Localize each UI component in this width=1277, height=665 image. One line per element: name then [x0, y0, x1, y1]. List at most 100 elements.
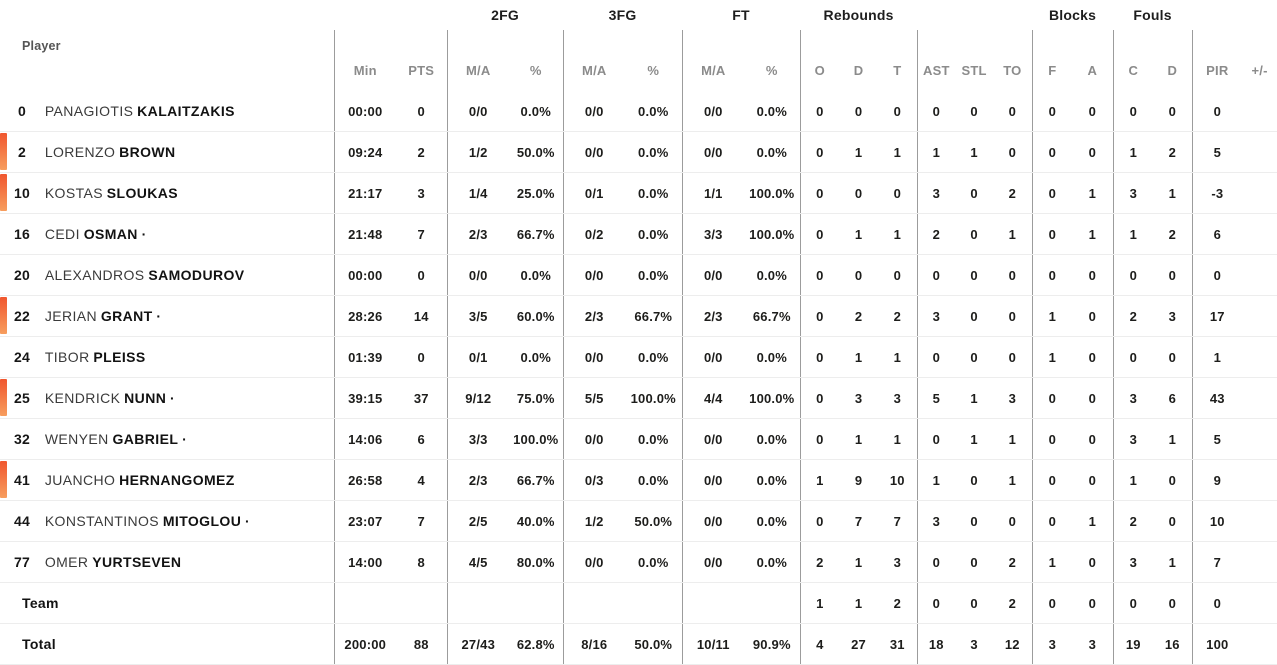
stat-cell-reb-o: 0 [799, 500, 840, 542]
column-header-min: Min [333, 30, 396, 91]
stat-cell-pir: 0 [1191, 582, 1243, 624]
stat-cell-foul-c: 2 [1112, 295, 1154, 337]
stat-cell-min: 14:00 [333, 541, 396, 583]
stat-cell-reb-o: 0 [799, 91, 840, 132]
stat-cell-blk-a: 3 [1072, 623, 1114, 665]
stat-cell-foul-d: 0 [1153, 582, 1193, 624]
stat-cell-2fg-pct [509, 582, 564, 624]
stat-cell-3fg-pct: 0.0% [625, 172, 683, 214]
column-header-pts: PTS [408, 63, 435, 78]
player-cell[interactable]: 10 KOSTAS SLOUKAS [0, 172, 334, 214]
column-header-3fg-ma: M/A [562, 30, 626, 91]
stat-cell-min: 26:58 [333, 459, 396, 501]
stat-cell-foul-d: 3 [1153, 295, 1193, 337]
table-row: 32 WENYEN GABRIEL · 14:06 6 3/3 100.0% 0… [0, 418, 1277, 460]
stat-cell-2fg-ma [446, 582, 509, 624]
stat-cell-3fg-pct: 0.0% [625, 91, 683, 132]
stat-cell-reb-t: 1 [878, 418, 918, 460]
player-first-name: JUANCHO [44, 472, 116, 488]
on-court-indicator-bar [0, 379, 7, 416]
stat-cell-plus-minus [1242, 91, 1277, 132]
stat-cell-2fg-pct: 0.0% [509, 254, 564, 296]
stat-cell-foul-c: 0 [1112, 336, 1154, 378]
stat-cell-2fg-pct: 0.0% [509, 336, 564, 378]
player-cell[interactable]: 77 OMER YURTSEVEN [0, 541, 334, 583]
stat-cell-to: 1 [993, 418, 1033, 460]
stat-cell-to: 2 [993, 172, 1033, 214]
player-last-name: OSMAN [83, 226, 138, 242]
stat-cell-ft-ma: 1/1 [681, 172, 745, 214]
stat-cell-2fg-ma: 2/3 [446, 213, 509, 255]
player-cell[interactable]: 2 LORENZO BROWN [0, 131, 334, 173]
stat-cell-2fg-pct: 66.7% [509, 213, 564, 255]
player-cell[interactable]: 32 WENYEN GABRIEL · [0, 418, 334, 460]
stat-cell-3fg-pct: 0.0% [625, 254, 683, 296]
column-header-player: Player [22, 39, 61, 53]
player-cell[interactable]: 41 JUANCHO HERNANGOMEZ [0, 459, 334, 501]
stat-cell-2fg-pct: 40.0% [509, 500, 564, 542]
stat-cell-reb-d: 0 [839, 91, 879, 132]
stat-cell-blk-a: 0 [1072, 91, 1114, 132]
player-cell[interactable]: 20 ALEXANDROS SAMODUROV [0, 254, 334, 296]
stat-cell-foul-d: 0 [1153, 459, 1193, 501]
stat-cell-blk-f: 1 [1031, 295, 1073, 337]
player-cell[interactable]: 22 JERIAN GRANT · [0, 295, 334, 337]
stat-cell-blk-f: 0 [1031, 377, 1073, 419]
stat-cell-pir: 5 [1191, 418, 1243, 460]
stat-cell-ft-ma: 0/0 [681, 418, 745, 460]
player-cell[interactable]: 16 CEDI OSMAN · [0, 213, 334, 255]
group-header-ft: FT [732, 7, 750, 23]
stat-cell-reb-d: 9 [839, 459, 879, 501]
stat-cell-ast: 3 [916, 172, 956, 214]
stat-cell-reb-d: 1 [839, 541, 879, 583]
starter-dot: · [245, 513, 250, 529]
stat-cell-ast: 0 [916, 254, 956, 296]
stat-cell-reb-o: 1 [799, 582, 840, 624]
stat-cell-blk-a: 0 [1072, 131, 1114, 173]
stat-cell-3fg-ma [562, 582, 626, 624]
stat-cell-foul-d: 0 [1153, 336, 1193, 378]
column-header-2fg-ma: M/A [446, 30, 509, 91]
stat-cell-pir: 6 [1191, 213, 1243, 255]
player-cell[interactable]: 44 KONSTANTINOS MITOGLOU · [0, 500, 334, 542]
stat-cell-pts: 0 [396, 254, 447, 296]
stat-cell-3fg-pct: 0.0% [625, 418, 683, 460]
stat-cell-foul-c: 3 [1112, 172, 1154, 214]
table-row: 20 ALEXANDROS SAMODUROV 00:00 0 0/0 0.0%… [0, 254, 1277, 296]
stat-cell-min: 21:48 [333, 213, 396, 255]
column-header-reb-o: O [799, 30, 840, 91]
stat-cell-reb-d: 7 [839, 500, 879, 542]
stat-cell-ft-pct: 100.0% [744, 213, 801, 255]
stat-cell-ft-pct: 66.7% [744, 295, 801, 337]
stat-cell-reb-o: 0 [799, 336, 840, 378]
stat-cell-foul-c: 2 [1112, 500, 1154, 542]
player-last-name: KALAITZAKIS [137, 103, 235, 119]
player-cell[interactable]: 25 KENDRICK NUNN · [0, 377, 334, 419]
stat-cell-stl: 0 [955, 172, 994, 214]
stat-cell-ft-pct: 0.0% [744, 254, 801, 296]
stat-cell-foul-d: 0 [1153, 500, 1193, 542]
on-court-indicator-bar [0, 297, 7, 334]
stat-cell-blk-f: 3 [1031, 623, 1073, 665]
stat-cell-reb-t: 3 [878, 377, 918, 419]
stat-cell-blk-a: 0 [1072, 582, 1114, 624]
stat-cell-pir: 7 [1191, 541, 1243, 583]
stat-cell-min: 09:24 [333, 131, 396, 173]
table-row: 0 PANAGIOTIS KALAITZAKIS 00:00 0 0/0 0.0… [0, 91, 1277, 132]
stat-cell-3fg-pct: 0.0% [625, 459, 683, 501]
stat-cell-plus-minus [1242, 295, 1277, 337]
group-header-fouls: Fouls [1133, 7, 1172, 23]
stat-cell-3fg-pct: 50.0% [625, 623, 683, 665]
stat-cell-blk-a: 0 [1072, 336, 1114, 378]
column-header-stl: STL [961, 63, 987, 78]
stat-cell-reb-d: 0 [839, 172, 879, 214]
table-row: 2 LORENZO BROWN 09:24 2 1/2 50.0% 0/0 0.… [0, 131, 1277, 173]
player-cell[interactable]: 24 TIBOR PLEISS [0, 336, 334, 378]
stat-cell-foul-d: 0 [1153, 254, 1193, 296]
stat-cell-3fg-pct: 0.0% [625, 131, 683, 173]
stat-cell-pir: 17 [1191, 295, 1243, 337]
player-cell[interactable]: 0 PANAGIOTIS KALAITZAKIS [0, 91, 334, 132]
player-first-name: ALEXANDROS [44, 267, 145, 283]
stat-cell-reb-t: 1 [878, 213, 918, 255]
player-last-name: GRANT [100, 308, 153, 324]
